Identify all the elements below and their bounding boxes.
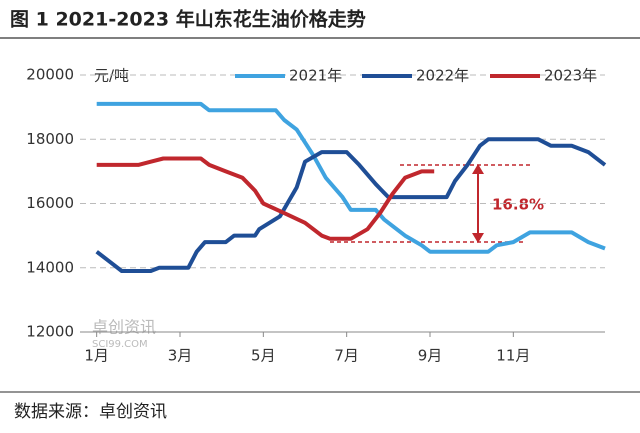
legend-label: 2023年 [544, 67, 597, 85]
y-tick-label: 12000 [26, 323, 74, 341]
x-tick-label: 7月 [334, 347, 359, 365]
series-line [95, 137, 607, 273]
annotation-text: 16.8% [492, 196, 544, 214]
x-tick-label: 11月 [496, 347, 530, 365]
watermark: SCI99.COM [92, 339, 148, 350]
x-tick-label: 1月 [84, 347, 109, 365]
source: 数据来源：卓创资讯 [14, 402, 167, 422]
series-line [96, 156, 435, 241]
legend-label: 2021年 [289, 67, 342, 85]
y-tick-label: 16000 [26, 194, 74, 212]
chart-title: 图 1 2021-2023 年山东花生油价格走势 [10, 8, 366, 31]
legend-label: 2022年 [416, 67, 469, 85]
x-tick-label: 5月 [251, 347, 276, 365]
x-tick-label: 9月 [418, 347, 443, 365]
series-line [96, 101, 606, 254]
y-tick-label: 14000 [26, 258, 74, 276]
y-tick-label: 20000 [26, 66, 74, 84]
x-tick-label: 3月 [168, 347, 193, 365]
y-tick-label: 18000 [26, 130, 74, 148]
watermark: 卓创资讯 [92, 318, 156, 337]
